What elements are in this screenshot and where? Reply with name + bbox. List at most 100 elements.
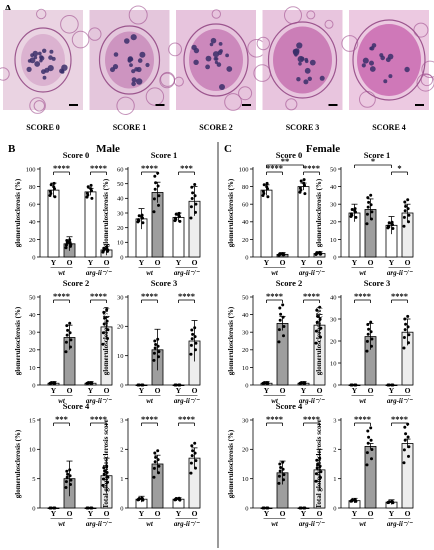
data-point — [66, 240, 70, 244]
y-tick-label: 100 — [26, 166, 36, 173]
y-tick-label: 10 — [29, 447, 36, 454]
y-axis-label: glomerulosclerosis (%) — [227, 429, 235, 498]
data-point — [101, 477, 105, 481]
data-point — [314, 329, 318, 333]
data-point — [101, 331, 105, 335]
y-tick-label: 60 — [29, 202, 36, 209]
y-tick-label: 40 — [29, 219, 36, 226]
significance-label: **** — [391, 291, 408, 301]
data-point — [153, 451, 157, 455]
data-point — [191, 191, 195, 195]
x-tick-label: Y — [352, 258, 358, 267]
data-point — [369, 320, 373, 324]
y-axis-label: glomerulosclerosis (%) — [315, 306, 323, 375]
x-tick-label: O — [405, 258, 411, 267]
x-tick-label: Y — [88, 386, 94, 395]
x-tick-label: O — [67, 509, 73, 518]
chart-title: Score 0 — [63, 150, 90, 160]
data-point — [193, 183, 197, 186]
y-tick-label: 10 — [242, 476, 249, 483]
data-point — [262, 381, 266, 385]
data-point — [178, 219, 182, 223]
score-image-0 — [0, 8, 90, 114]
bar — [172, 216, 185, 258]
x-tick-label: Y — [301, 258, 307, 267]
histology-images: SCORE 0 SCORE 1 SCORE 2 SCORE 3 SCORE 4 — [0, 5, 434, 132]
y-tick-label: 40 — [117, 196, 124, 203]
data-point — [140, 213, 144, 217]
x-tick-label: O — [67, 386, 73, 395]
significance-label: **** — [266, 291, 283, 301]
y-tick-label: 3 — [120, 417, 123, 424]
data-point — [137, 497, 141, 500]
data-point — [278, 318, 282, 322]
data-point — [390, 220, 394, 224]
data-point — [174, 383, 178, 387]
section-title-male: Male — [96, 143, 120, 155]
x-tick-label: Y — [301, 509, 307, 518]
group-label: wt — [271, 269, 279, 277]
significance-label: * — [397, 163, 401, 173]
y-tick-label: 1 — [333, 476, 336, 483]
data-point — [154, 343, 158, 346]
x-tick-label: O — [368, 258, 374, 267]
y-axis-label: glomerulosclerosis (%) — [227, 306, 235, 375]
data-point — [64, 340, 68, 344]
x-tick-label: O — [317, 386, 323, 395]
score-image-caption: SCORE 4 — [372, 123, 406, 132]
x-tick-label: Y — [176, 509, 182, 518]
y-tick-label: 2 — [333, 447, 336, 454]
y-tick-label: 10 — [117, 353, 124, 360]
y-axis-label: glomerulosclerosis (%) — [227, 178, 235, 247]
data-point — [303, 192, 307, 196]
y-axis-label: Total glomerulosclerosis score — [315, 419, 323, 508]
data-point — [153, 460, 157, 464]
y-axis-label: glomerulosclerosis (%) — [14, 429, 22, 498]
data-point — [265, 181, 269, 185]
data-point — [156, 458, 160, 462]
data-point — [152, 475, 156, 479]
y-tick-label: 0 — [32, 254, 35, 261]
data-point — [365, 451, 369, 455]
data-point — [102, 466, 106, 470]
y-tick-label: 0 — [32, 505, 35, 512]
data-point — [266, 195, 270, 199]
group-label: arg-ii⁻/⁻ — [86, 520, 113, 528]
significance-label: ** — [281, 156, 290, 166]
data-point — [174, 217, 178, 221]
y-tick-label: 20 — [330, 219, 337, 226]
data-point — [315, 458, 319, 462]
data-point — [106, 475, 110, 479]
data-point — [102, 310, 106, 314]
chart-title: Score 4 — [63, 401, 90, 411]
significance-label: **** — [178, 414, 195, 424]
chart-title: Score 3 — [364, 278, 391, 288]
data-point — [369, 438, 373, 442]
group-label: arg-ii⁻/⁻ — [86, 269, 113, 277]
panel-label-a: A — [4, 3, 12, 15]
data-point — [194, 341, 198, 345]
y-tick-label: 0 — [245, 254, 248, 261]
data-point — [403, 209, 407, 213]
significance-label: **** — [303, 414, 320, 424]
data-point — [152, 351, 156, 355]
y-tick-label: 50 — [29, 294, 36, 301]
y-tick-label: 20 — [330, 338, 337, 345]
y-tick-label: 80 — [29, 184, 36, 191]
x-tick-label: O — [280, 258, 286, 267]
data-point — [354, 499, 358, 503]
x-tick-label: O — [405, 509, 411, 518]
data-point — [157, 194, 161, 198]
x-tick-label: Y — [88, 509, 94, 518]
significance-label: **** — [266, 163, 283, 173]
group-label: wt — [359, 397, 367, 405]
significance-label: **** — [354, 291, 371, 301]
data-point — [193, 441, 197, 445]
y-axis-label: glomerulosclerosis (%) — [102, 178, 110, 247]
data-point — [190, 337, 194, 341]
data-point — [402, 224, 406, 228]
data-point — [391, 227, 395, 230]
data-point — [153, 187, 157, 191]
data-point — [86, 381, 90, 385]
data-point — [391, 383, 395, 387]
